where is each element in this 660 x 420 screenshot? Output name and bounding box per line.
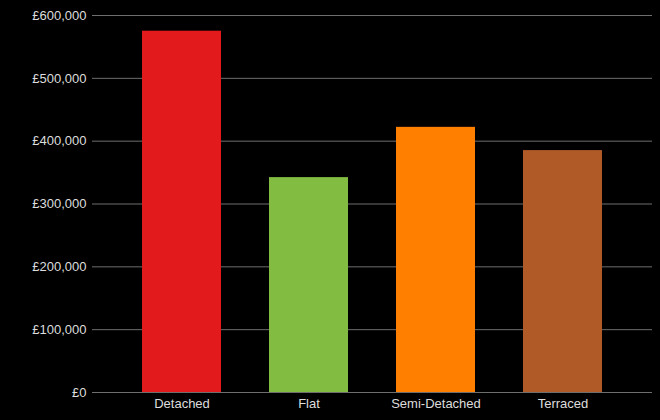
svg-text:Detached: Detached — [154, 396, 210, 411]
svg-text:Flat: Flat — [298, 396, 320, 411]
svg-text:£400,000: £400,000 — [32, 133, 86, 148]
svg-text:£300,000: £300,000 — [32, 196, 86, 211]
svg-text:£500,000: £500,000 — [32, 70, 86, 85]
svg-text:Terraced: Terraced — [538, 396, 589, 411]
svg-text:£0: £0 — [72, 385, 86, 400]
svg-text:Semi-Detached: Semi-Detached — [391, 396, 481, 411]
svg-text:£200,000: £200,000 — [32, 259, 86, 274]
svg-text:£100,000: £100,000 — [32, 322, 86, 337]
svg-text:£600,000: £600,000 — [32, 8, 86, 23]
